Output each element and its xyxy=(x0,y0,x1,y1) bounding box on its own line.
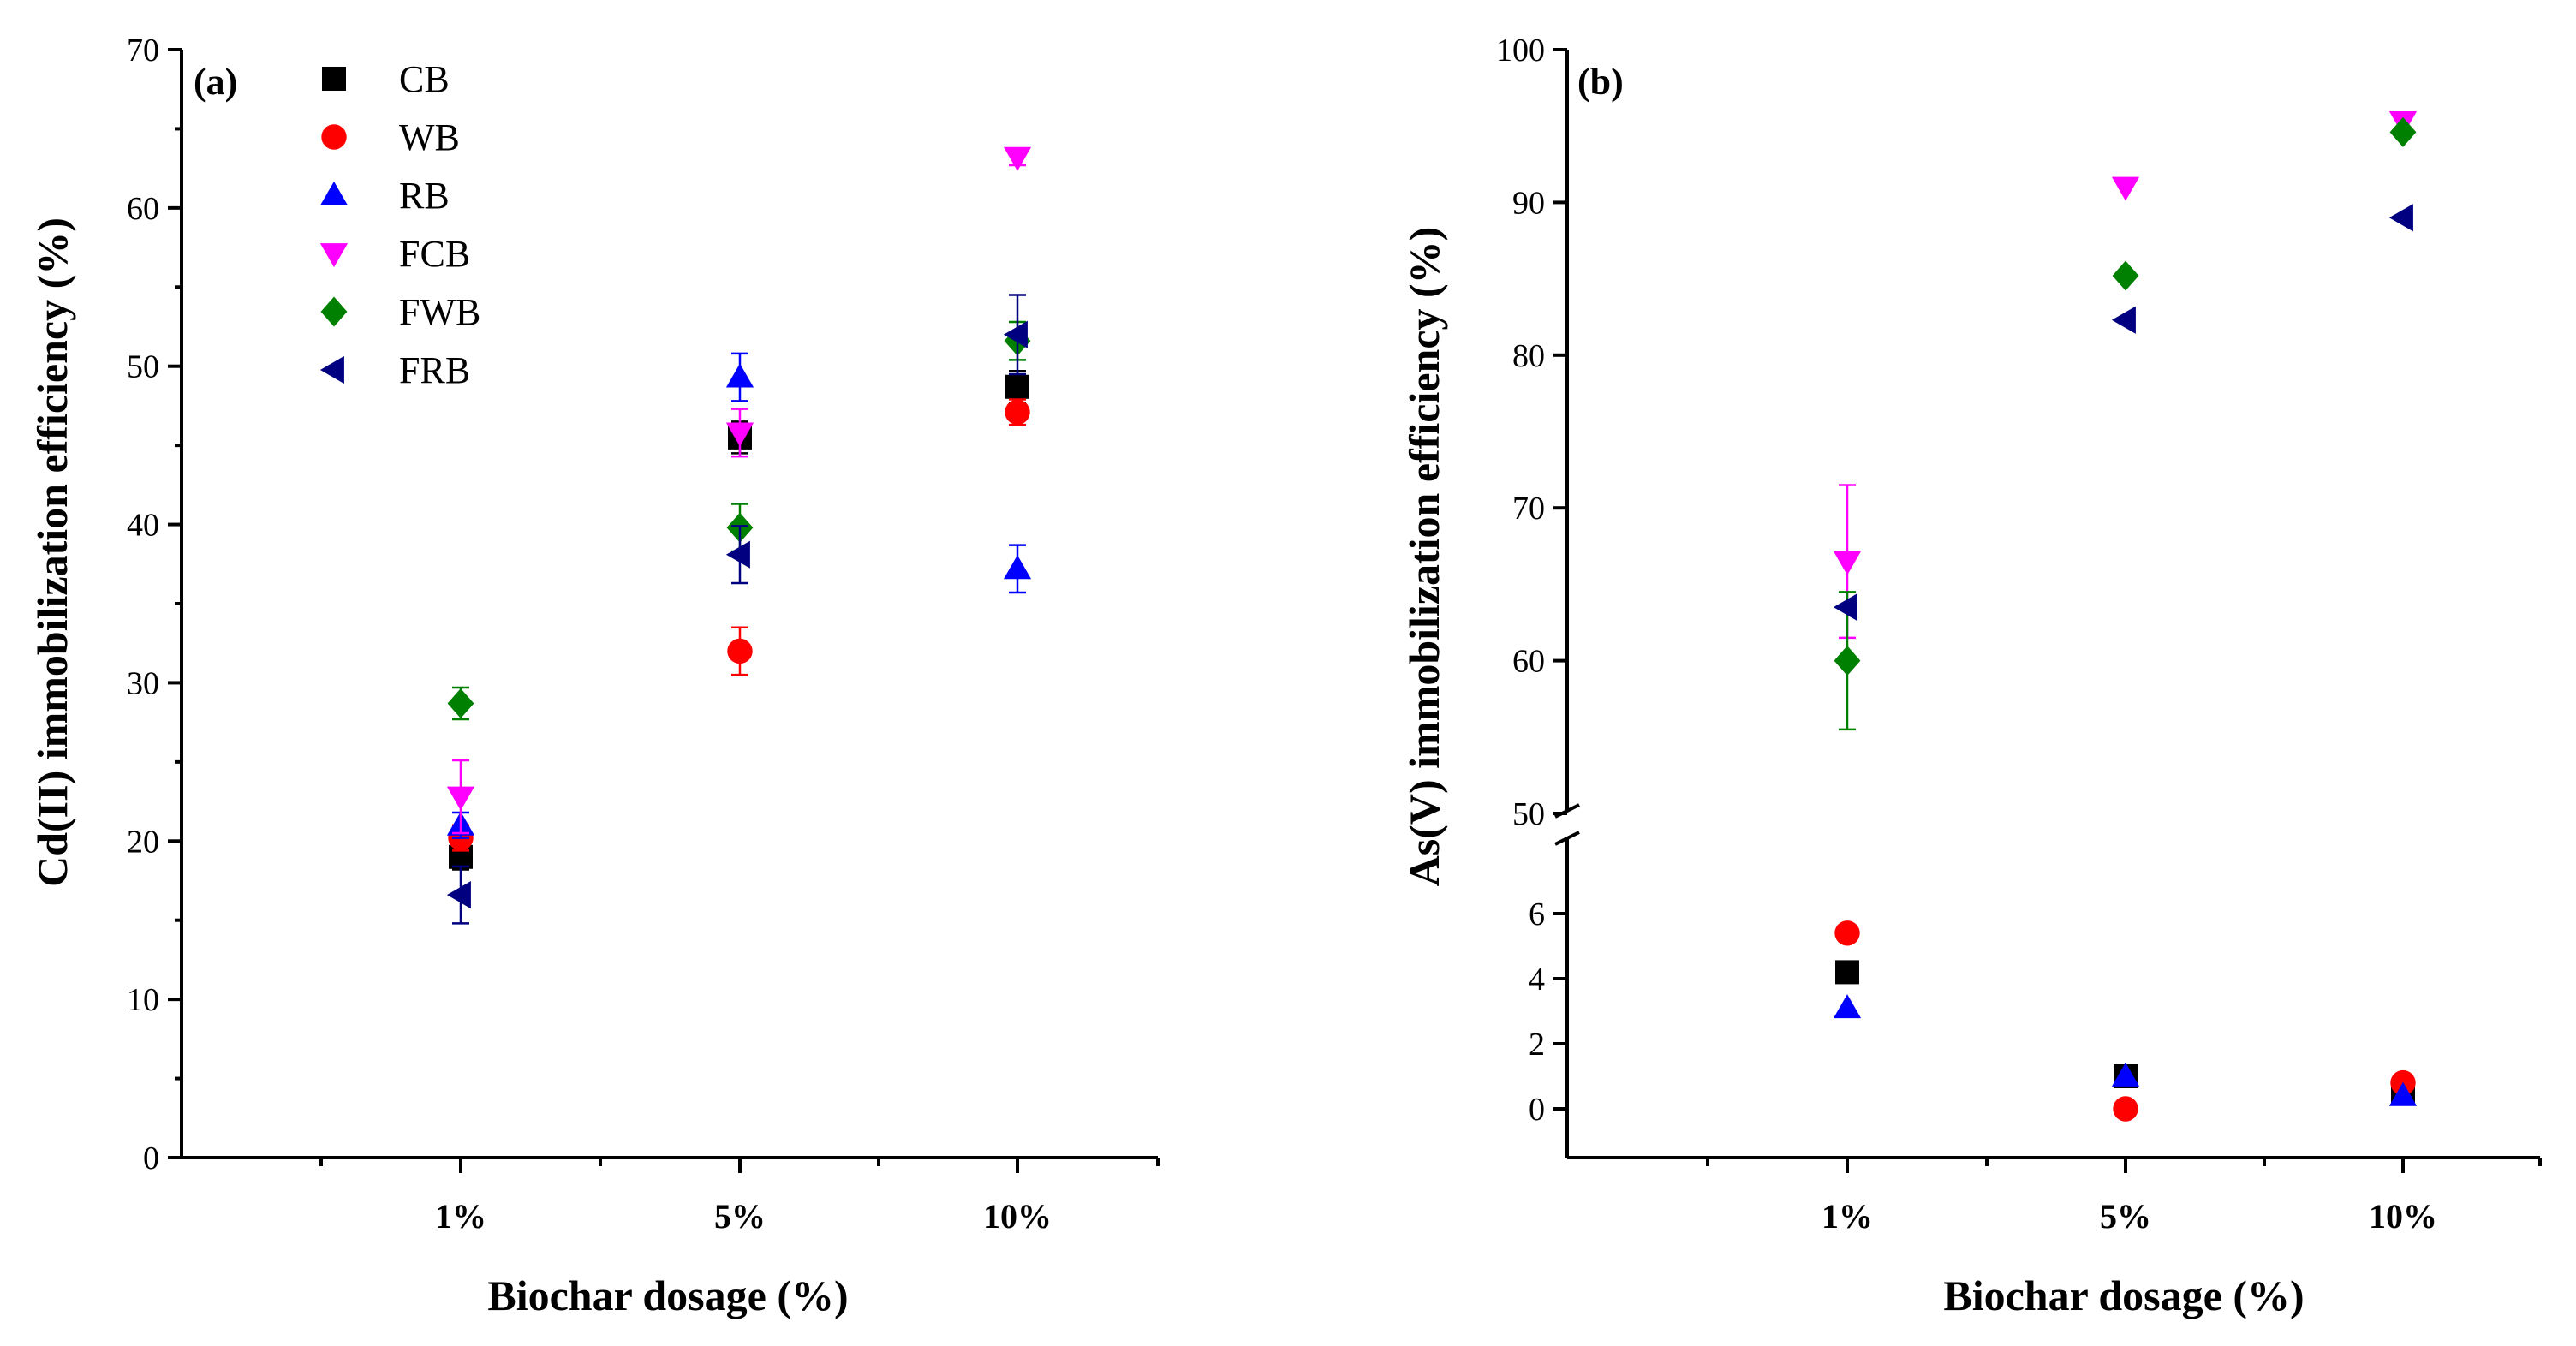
panel-b-y-tick-label: 4 xyxy=(1529,962,1545,998)
legend-marker-rb xyxy=(319,181,349,205)
panel-b-x-tick-label: 5% xyxy=(2100,1197,2151,1236)
panel-a-y-tick-label: 0 xyxy=(143,1141,159,1176)
panel-b-x-tick-label: 1% xyxy=(1822,1197,1873,1236)
panel-a-x-tick-label: 5% xyxy=(714,1197,766,1236)
legend-label-fcb: FCB xyxy=(399,233,470,275)
legend-marker-fwb xyxy=(320,296,348,327)
panel-b-label: (b) xyxy=(1577,61,1624,103)
panel-a-data-points xyxy=(446,146,1032,925)
panel-b-y-tick-label: 80 xyxy=(1512,338,1545,374)
panel-b-point-frb xyxy=(2388,204,2413,232)
panel-a-cd-chart: (a) Biochar dosage (%) Cd(II) immobiliza… xyxy=(28,33,1160,1319)
panel-b-point-rb xyxy=(1833,994,1862,1019)
legend-marker-wb xyxy=(321,124,347,150)
panel-b-axis-break-mark xyxy=(1554,831,1580,846)
panel-b-y-tick-label: 70 xyxy=(1512,491,1545,527)
panel-b-y-tick-label: 50 xyxy=(1512,796,1545,832)
legend-label-rb: RB xyxy=(399,175,450,217)
panel-b-y-tick-label: 0 xyxy=(1529,1092,1545,1128)
panel-b-y-tick-label: 90 xyxy=(1512,185,1545,221)
panel-b-point-wb xyxy=(1834,920,1860,946)
panel-a-y-tick-label: 40 xyxy=(127,508,159,544)
panel-b-point-fcb xyxy=(1833,551,1862,575)
panel-b-data-points xyxy=(1833,110,2418,1122)
panel-a-axes xyxy=(168,48,1160,1173)
legend-marker-fcb xyxy=(319,243,349,268)
panel-a-point-fcb xyxy=(725,422,754,447)
panel-a-point-rb xyxy=(725,363,754,388)
panel-b-x-tick-label: 10% xyxy=(2369,1197,2437,1236)
legend: CB WB RB FCB FWB FRB xyxy=(319,58,480,391)
legend-label-cb: CB xyxy=(399,58,450,100)
panel-b-x-axis-title: Biochar dosage (%) xyxy=(1943,1272,2304,1319)
panel-a-point-wb xyxy=(727,638,753,664)
panel-a-x-tick-label: 1% xyxy=(435,1197,486,1236)
legend-label-frb: FRB xyxy=(399,349,470,391)
panel-a-x-axis-title: Biochar dosage (%) xyxy=(487,1272,848,1319)
panel-b-point-fwb xyxy=(2389,116,2417,147)
panel-b-y-tick-label: 6 xyxy=(1529,896,1545,932)
panel-a-y-tick-label: 60 xyxy=(127,191,159,227)
panel-b-y-axis-title: As(V) immobilization efficiency (%) xyxy=(1400,227,1448,887)
panel-a-y-tick-label: 10 xyxy=(127,982,159,1018)
panel-b-point-rb xyxy=(2111,1062,2140,1087)
panel-a-point-fcb xyxy=(1003,146,1032,171)
panel-b-as-chart: (b) Biochar dosage (%) As(V) immobilizat… xyxy=(1400,33,2542,1319)
panel-a-x-tick-label: 10% xyxy=(983,1197,1052,1236)
panel-b-point-cb xyxy=(1835,960,1859,985)
panel-b-point-fcb xyxy=(2111,176,2140,201)
panel-a-point-fwb xyxy=(447,688,474,718)
panel-a-point-frb xyxy=(1003,320,1028,348)
panel-b-point-wb xyxy=(2113,1096,2138,1122)
panel-b-tick-labels: 50 60 70 80 90 100 0 2 4 6 1% 5% 10% xyxy=(1496,33,2437,1236)
panel-b-point-frb xyxy=(1833,593,1857,622)
panel-b-y-tick-label: 2 xyxy=(1529,1027,1545,1063)
panel-b-y-tick-label: 60 xyxy=(1512,644,1545,680)
panel-b-point-frb xyxy=(2111,306,2136,334)
panel-b-point-fwb xyxy=(2112,260,2139,291)
panel-a-label: (a) xyxy=(194,61,237,103)
panel-a-y-tick-label: 20 xyxy=(127,824,159,860)
legend-label-fwb: FWB xyxy=(399,291,480,333)
panel-a-y-tick-label: 30 xyxy=(127,665,159,701)
panel-a-y-axis-title: Cd(II) immobilization efficiency (%) xyxy=(28,217,76,887)
legend-marker-frb xyxy=(319,355,344,384)
legend-label-wb: WB xyxy=(399,116,460,158)
panel-a-point-frb xyxy=(446,881,471,909)
panel-a-point-cb xyxy=(1005,374,1029,399)
panel-a-y-tick-label: 50 xyxy=(127,349,159,385)
panel-a-point-rb xyxy=(1003,555,1032,580)
panel-a-point-frb xyxy=(725,540,750,569)
panel-a-y-tick-label: 70 xyxy=(127,33,159,68)
panel-a-tick-labels: 0 10 20 30 40 50 60 70 1% 5% 10% xyxy=(127,33,1052,1236)
legend-marker-cb xyxy=(322,67,346,91)
panel-a-point-fcb xyxy=(446,786,475,811)
panel-b-point-fwb xyxy=(1834,646,1861,676)
panel-b-axes xyxy=(1553,48,2542,1173)
panel-a-point-wb xyxy=(1005,399,1030,426)
panel-b-y-tick-label: 100 xyxy=(1496,33,1545,68)
panel-b-point-rb xyxy=(2388,1081,2418,1106)
